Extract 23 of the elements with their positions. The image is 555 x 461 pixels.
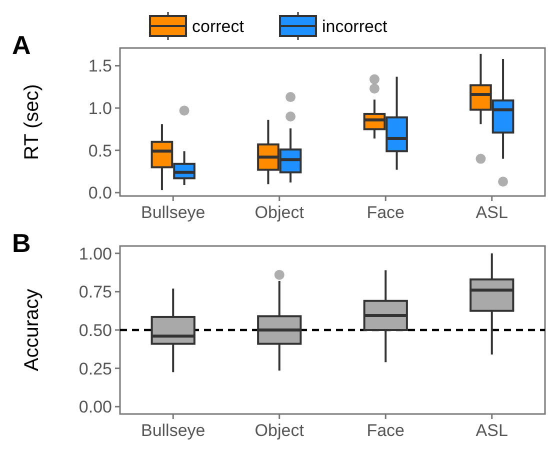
chart-title: A [12,30,31,60]
x-tick-label: ASL [476,203,508,222]
y-tick-label: 1.0 [88,98,112,118]
legend-label: correct [192,16,244,36]
x-tick-label: Bullseye [140,203,206,222]
chart-title: B [12,228,31,258]
x-tick-label: Bullseye [140,421,206,440]
y-tick-label: 1.5 [88,56,112,76]
y-tick-label: 0.5 [88,141,112,160]
y-tick-label: 0.00 [78,398,112,417]
y-tick-label: 0.0 [88,184,112,203]
y-tick-label: 0.50 [78,320,112,340]
y-axis-title: RT (sec) [21,84,43,160]
y-tick-label: 0.75 [78,282,112,302]
x-tick-label: Object [254,203,304,222]
legend-label: incorrect [322,16,388,36]
x-tick-label: Face [366,421,405,440]
y-axis-title: Accuracy [21,288,43,372]
y-tick-label: 0.25 [78,359,112,378]
x-tick-label: ASL [476,421,508,440]
x-tick-label: Object [254,421,304,440]
y-tick-label: 1.00 [78,244,112,264]
x-tick-label: Face [366,203,405,222]
